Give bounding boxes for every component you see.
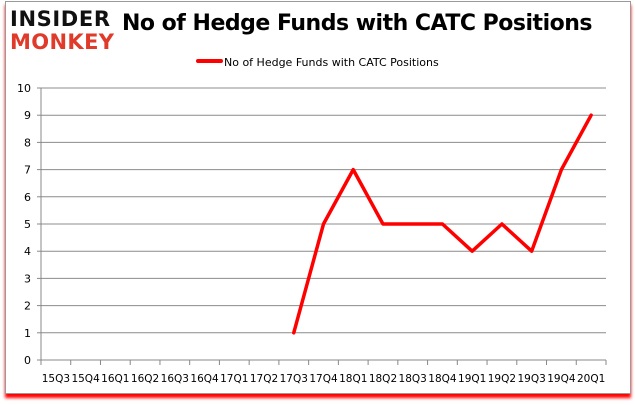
y-tick-label: 5 — [24, 218, 31, 231]
chart-frame — [5, 1, 631, 394]
x-tick-label: 16Q2 — [131, 373, 159, 385]
x-tick-label: 17Q4 — [309, 373, 338, 385]
y-tick-label: 8 — [24, 136, 31, 149]
x-tick-label: 19Q3 — [518, 373, 546, 385]
chart-title: No of Hedge Funds with CATC Positions — [122, 11, 592, 36]
x-tick-label: 17Q3 — [280, 373, 308, 385]
y-tick-label: 3 — [24, 272, 31, 285]
x-tick-label: 20Q1 — [577, 373, 605, 385]
y-tick-label: 10 — [17, 82, 31, 95]
x-tick-label: 19Q2 — [488, 373, 516, 385]
y-tick-label: 4 — [24, 245, 31, 258]
y-tick-label: 6 — [24, 191, 31, 204]
y-tick-label: 1 — [24, 327, 31, 340]
x-tick-label: 18Q4 — [428, 373, 457, 385]
x-tick-label: 19Q1 — [458, 373, 486, 385]
y-tick-label: 0 — [24, 354, 31, 367]
legend: No of Hedge Funds with CATC Positions — [196, 56, 439, 69]
x-tick-label: 17Q1 — [220, 373, 248, 385]
x-tick-label: 19Q4 — [547, 373, 576, 385]
legend-label: No of Hedge Funds with CATC Positions — [224, 56, 439, 69]
x-tick-label: 15Q3 — [42, 373, 70, 385]
y-tick-label: 2 — [24, 300, 31, 313]
y-tick-label: 9 — [24, 109, 31, 122]
insider-monkey-logo: INSIDER MONKEY — [10, 7, 115, 52]
x-tick-label: 18Q2 — [369, 373, 397, 385]
x-tick-label: 17Q2 — [250, 373, 278, 385]
x-tick-label: 16Q4 — [190, 373, 219, 385]
x-tick-label: 18Q3 — [399, 373, 427, 385]
y-tick-label: 7 — [24, 164, 31, 177]
logo-line2: MONKEY — [10, 30, 115, 52]
x-tick-label: 15Q4 — [71, 373, 100, 385]
x-tick-label: 18Q1 — [339, 373, 367, 385]
x-tick-label: 16Q3 — [161, 373, 189, 385]
logo-line1: INSIDER — [10, 7, 110, 31]
x-tick-label: 16Q1 — [101, 373, 129, 385]
